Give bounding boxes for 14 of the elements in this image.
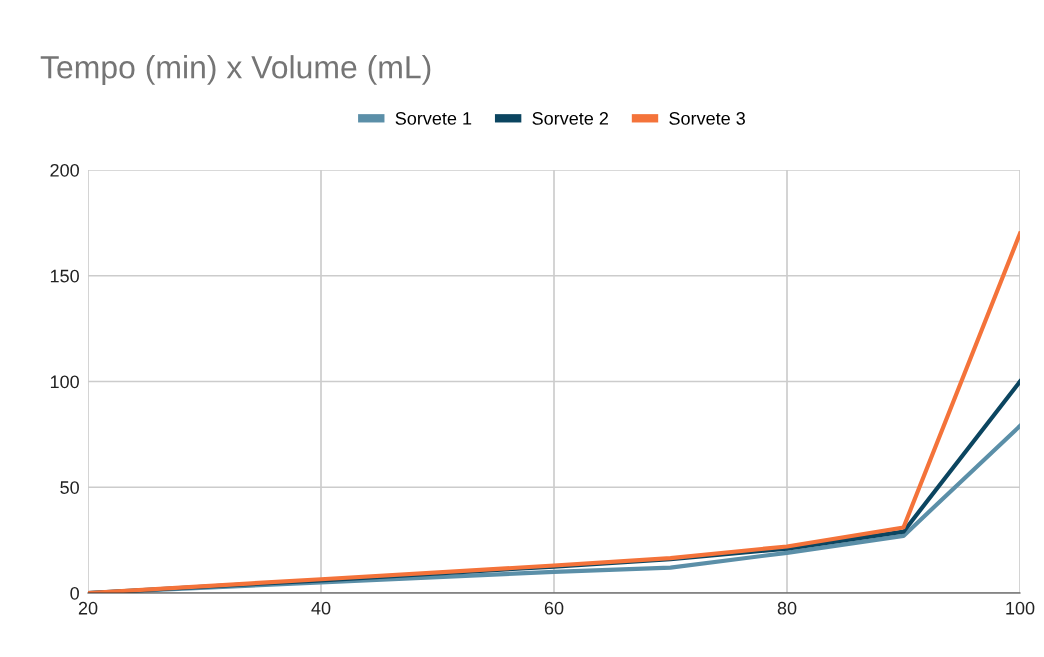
x-tick-label: 100	[1006, 601, 1035, 615]
legend-label: Sorvete 2	[532, 112, 608, 125]
y-tick-label: 150	[50, 269, 79, 283]
legend-label: Sorvete 1	[395, 112, 472, 125]
x-tick-label: 40	[311, 601, 331, 615]
y-tick-label: 100	[50, 375, 79, 389]
x-tick-label: 80	[777, 601, 797, 615]
x-tick-label: 20	[78, 601, 98, 615]
chart-title: Tempo (min) x Volume (mL)	[40, 55, 431, 85]
y-tick-label: 0	[70, 586, 79, 600]
y-tick-label: 200	[50, 163, 79, 177]
legend-label: Sorvete 3	[669, 112, 745, 125]
y-tick-label: 50	[60, 481, 79, 494]
x-tick-label: 60	[544, 601, 564, 615]
